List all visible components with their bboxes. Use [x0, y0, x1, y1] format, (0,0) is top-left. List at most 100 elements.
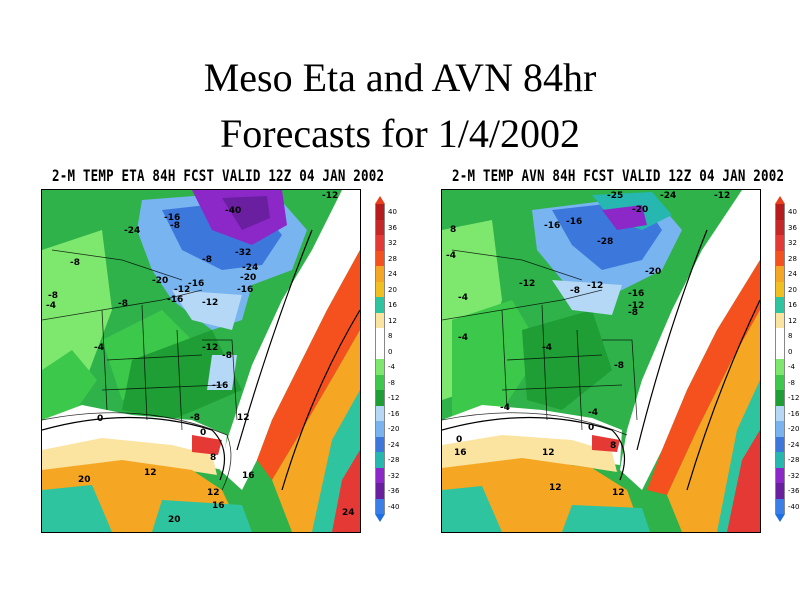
svg-text:12: 12: [237, 413, 250, 423]
colorbar-label: -28: [788, 456, 800, 464]
svg-text:-8: -8: [70, 258, 80, 268]
colorbar-label: -4: [388, 363, 395, 371]
colorbar-segment: [775, 328, 785, 344]
svg-text:-28: -28: [597, 237, 613, 247]
colorbar-label: -40: [788, 502, 800, 511]
svg-text:-16: -16: [188, 279, 204, 289]
svg-text:-12: -12: [519, 279, 535, 289]
svg-text:16: 16: [242, 471, 255, 481]
colorbar-segment: [375, 421, 385, 437]
svg-text:8: 8: [610, 441, 616, 451]
colorbar-segment: [375, 312, 385, 328]
colorbar-segment: [775, 219, 785, 235]
colorbar-label: 8: [788, 332, 793, 340]
colorbar-top-arrow: [375, 196, 385, 204]
colorbar-segment: [775, 452, 785, 468]
svg-text:-40: -40: [225, 206, 241, 216]
svg-text:-4: -4: [458, 293, 468, 303]
colorbar-segment: [775, 235, 785, 251]
colorbar-label: -20: [388, 425, 400, 433]
colorbar-segment: [375, 250, 385, 266]
colorbar-label: -20: [788, 425, 800, 433]
colorbar-segment: [375, 343, 385, 359]
colorbar-label: -12: [388, 394, 400, 402]
colorbar-segment: [375, 436, 385, 452]
colorbar-label: 36: [388, 223, 397, 232]
avn-panel-title: 2-M TEMP AVN 84H FCST VALID 12Z 04 JAN 2…: [452, 166, 785, 185]
colorbar-segment: [775, 297, 785, 313]
colorbar-segment: [775, 359, 785, 375]
slide-title-line2: Forecasts for 1/4/2002: [220, 111, 580, 156]
svg-text:-8: -8: [202, 255, 212, 265]
svg-text:-20: -20: [645, 267, 661, 277]
avn-map-svg: -20 -25 -24 -16 -16 -28 -20 -12 -12 -16 …: [442, 190, 760, 532]
svg-text:-12: -12: [714, 191, 730, 201]
colorbar-label: -36: [388, 487, 400, 495]
eta-colorbar: 40 36 32 28 24 20 16 12 8 0 -4 -8 -12 -16 -20 -24 -28 -32…: [375, 196, 415, 530]
colorbar-segment: [375, 374, 385, 390]
colorbar-label: 28: [388, 254, 397, 263]
colorbar-segment: [775, 374, 785, 390]
colorbar-segment: [775, 343, 785, 359]
svg-text:8: 8: [450, 225, 456, 235]
svg-text:-8: -8: [48, 291, 58, 301]
slide-title: Meso Eta and AVN 84hr Forecasts for 1/4/…: [0, 50, 800, 162]
colorbar-segment: [375, 405, 385, 421]
colorbar-segment: [375, 328, 385, 344]
svg-text:0: 0: [456, 435, 462, 445]
svg-text:-16: -16: [237, 285, 253, 295]
eta-temperature-map: -40 -16 -8 -24 -32 -24 -20 -8 -16 -20 -1…: [41, 189, 361, 533]
svg-text:-24: -24: [242, 263, 258, 273]
colorbar-segment: [775, 483, 785, 499]
svg-text:16: 16: [212, 501, 225, 511]
colorbar-segment: [775, 421, 785, 437]
svg-text:16: 16: [454, 448, 467, 458]
svg-text:-4: -4: [94, 343, 104, 353]
svg-text:-12: -12: [202, 298, 218, 308]
colorbar-label: 24: [388, 270, 397, 278]
svg-text:-4: -4: [446, 251, 456, 261]
colorbar-segment: [775, 312, 785, 328]
colorbar-segment: [775, 498, 785, 514]
colorbar-segment: [375, 266, 385, 282]
svg-text:20: 20: [78, 475, 91, 485]
colorbar-segment: [775, 204, 785, 220]
colorbar-label: 40: [788, 208, 797, 216]
eta-contour-labels: -40 -16 -8 -24 -32 -24 -20 -8 -16 -20 -1…: [46, 191, 355, 525]
svg-text:8: 8: [210, 453, 216, 463]
svg-text:-8: -8: [190, 413, 200, 423]
colorbar-label: -32: [388, 471, 400, 480]
avn-colorbar: 40 36 32 28 24 20 16 12 8 0 -4 -8 -12 -16 -20 -24 -28 -32…: [775, 196, 800, 530]
svg-text:-12: -12: [628, 301, 644, 311]
colorbar-segment: [775, 405, 785, 421]
svg-text:12: 12: [612, 488, 625, 498]
svg-text:0: 0: [97, 414, 103, 424]
colorbar-label: -8: [388, 378, 395, 387]
svg-text:-16: -16: [164, 213, 180, 223]
avn-contour-labels: -20 -25 -24 -16 -16 -28 -20 -12 -12 -16 …: [446, 191, 730, 498]
svg-text:12: 12: [207, 488, 220, 498]
colorbar-label: 24: [788, 270, 797, 278]
colorbar-label: 12: [788, 316, 797, 325]
colorbar-label: -8: [788, 378, 795, 387]
colorbar-segment: [375, 498, 385, 514]
svg-text:20: 20: [168, 515, 181, 525]
colorbar-segment: [375, 359, 385, 375]
colorbar-segment: [775, 436, 785, 452]
svg-text:-20: -20: [240, 273, 256, 283]
eta-map-svg: -40 -16 -8 -24 -32 -24 -20 -8 -16 -20 -1…: [42, 190, 360, 532]
colorbar-label: 12: [388, 316, 397, 325]
colorbar-label: 36: [788, 223, 797, 232]
svg-text:-8: -8: [570, 286, 580, 296]
svg-text:-8: -8: [170, 221, 180, 231]
colorbar-label: 8: [388, 332, 393, 340]
colorbar-label: -28: [388, 456, 400, 464]
colorbar-segment: [775, 281, 785, 297]
colorbar-segment: [375, 235, 385, 251]
eta-panel-title: 2-M TEMP ETA 84H FCST VALID 12Z 04 JAN 2…: [52, 166, 385, 185]
colorbar-segment: [375, 467, 385, 483]
svg-text:-25: -25: [607, 191, 623, 201]
svg-text:0: 0: [200, 428, 206, 438]
svg-text:-16: -16: [628, 289, 644, 299]
colorbar-label: 20: [788, 285, 797, 294]
